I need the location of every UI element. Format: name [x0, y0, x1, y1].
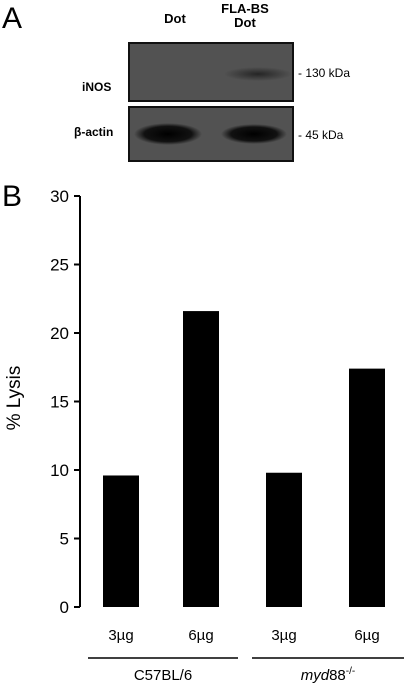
row-label-beta-actin: β-actin: [74, 125, 114, 139]
bar-3: [266, 472, 302, 607]
y-tick-label-0: 0: [60, 598, 69, 617]
blot-beta-actin: [128, 106, 294, 162]
beta-actin-band-dot: [134, 123, 202, 145]
group-label-1: C57BL/6: [134, 667, 192, 684]
bar-4: [349, 368, 385, 607]
x-tick-label-3: 3µg: [271, 627, 296, 644]
y-tick-label-30: 30: [50, 187, 69, 206]
lane-label-fla-bs-dot-second-line: Dot: [234, 15, 256, 31]
row-label-inos: iNOS: [82, 80, 112, 94]
y-tick-label-15: 15: [50, 393, 69, 412]
y-tick-label-5: 5: [60, 530, 69, 549]
blot-inos: [128, 42, 294, 102]
marker-130kda: - 130 kDa: [298, 66, 351, 80]
group-label-2: myd88-/-: [301, 666, 355, 684]
bar-1: [103, 475, 139, 607]
beta-actin-band-fla-bs-dot: [221, 124, 287, 144]
y-tick-label-25: 25: [50, 256, 69, 275]
y-tick-label-10: 10: [50, 461, 69, 480]
panel-b-label: B: [2, 180, 23, 213]
marker-45kda: - 45 kDa: [298, 128, 344, 142]
inos-band-fla-bs-dot: [224, 67, 292, 81]
lane-label-fla-bs-dot: FLA-BS Dot: [205, 1, 285, 31]
x-tick-label-1: 3µg: [108, 627, 133, 644]
blot-inos-bands: [224, 67, 292, 81]
panel-a-label: A: [2, 2, 23, 35]
lane-label-fla-bs: FLA-BS: [221, 1, 269, 16]
bar-2: [183, 311, 219, 607]
blot-beta-actin-bands: [134, 123, 287, 145]
y-axis-label: % Lysis: [4, 366, 25, 431]
y-tick-label-20: 20: [50, 324, 69, 343]
x-tick-label-2: 6µg: [188, 627, 213, 644]
x-tick-label-4: 6µg: [354, 627, 379, 644]
lane-label-dot: Dot: [164, 11, 186, 26]
